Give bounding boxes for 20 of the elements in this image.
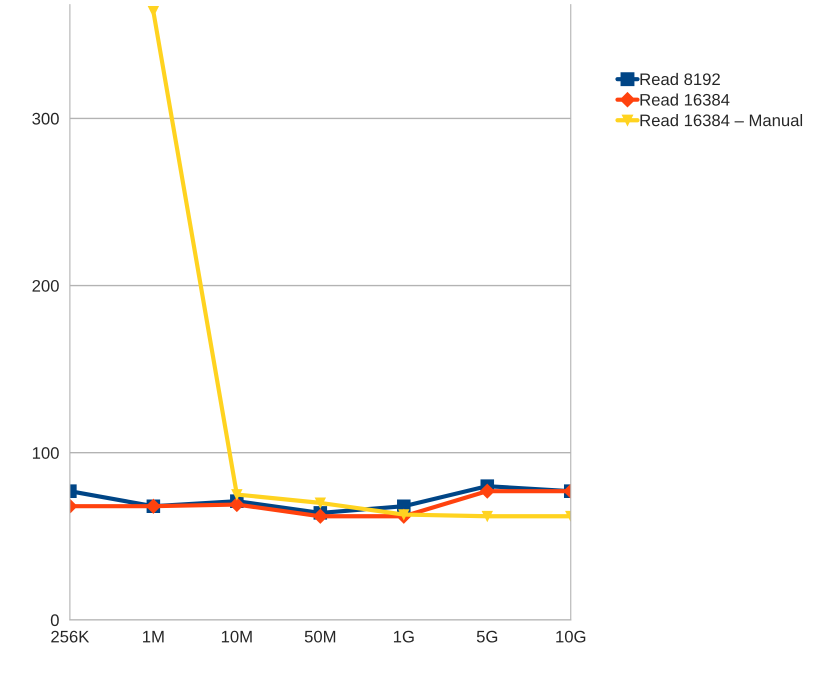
point [480,484,495,499]
x-tick-label: 10G [556,630,586,643]
point [482,510,493,522]
x-tick-label: 5G [476,630,498,643]
legend-label: Read 16384 – Manual [640,114,802,126]
legend-label: Read 16384 [640,93,730,106]
x-tick-label: 1M [143,630,164,642]
point [231,489,242,500]
point [229,497,244,512]
x-tick-label: 1G [394,630,414,643]
y-tick-label: 0 [50,614,59,626]
y-tick-label: 300 [32,112,59,125]
x-tick-label: 50M [304,630,336,643]
point [312,508,328,524]
point [314,497,326,508]
x-tick-label: 10M [222,630,252,643]
y-tick-label: 200 [32,280,59,292]
legend-label: Read 8192 [640,72,720,86]
y-tick-label: 100 [32,447,59,459]
x-tick-label: 256K [51,630,90,643]
